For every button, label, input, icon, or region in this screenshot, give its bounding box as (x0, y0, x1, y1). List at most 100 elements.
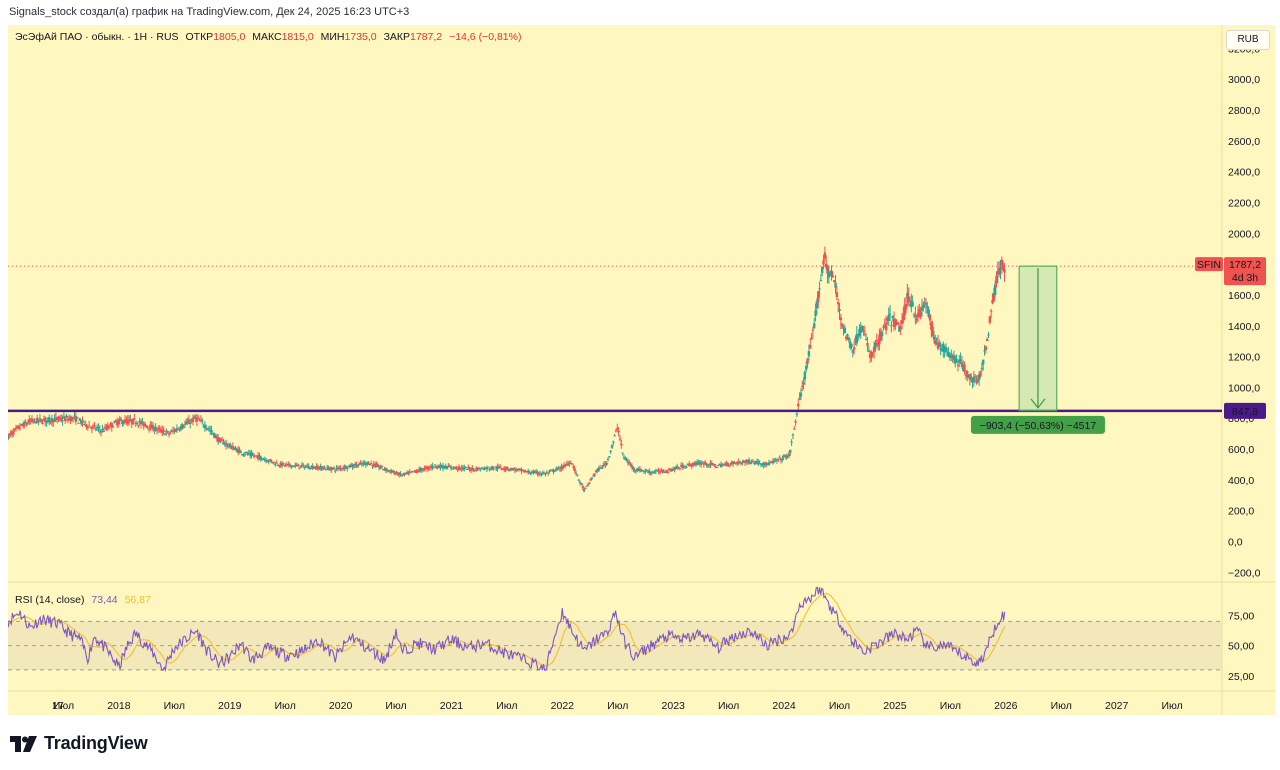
candle-body (550, 470, 554, 472)
candle-body (932, 336, 936, 340)
candle-body (805, 365, 808, 370)
ticker-tag: SFIN (1197, 259, 1221, 271)
candle-body (902, 315, 905, 321)
currency-button[interactable]: RUB (1226, 30, 1270, 50)
price-axis-tick: 200,0 (1228, 506, 1254, 518)
candle-body (955, 358, 958, 363)
candle-body (815, 301, 819, 309)
candle-body (259, 456, 262, 460)
candle-body (714, 466, 717, 468)
time-axis-tick: 2022 (551, 700, 575, 712)
candle-body (715, 467, 719, 469)
measure-label: −903,4 (−50,63%) −4517 (980, 420, 1097, 432)
candle-body (806, 358, 809, 364)
symbol-name[interactable]: ЭсЭфАй ПАО · обыкн. · 1Н · RUS (15, 31, 179, 43)
time-axis-tick: 2018 (107, 700, 131, 712)
candle-body (894, 319, 897, 326)
candle-body (794, 421, 797, 423)
candle-body (463, 467, 466, 470)
candle-body (62, 416, 66, 419)
candle-body (348, 464, 352, 468)
candle-body (205, 427, 208, 429)
candle-body (74, 416, 78, 422)
candle-body (872, 346, 876, 353)
candle-body (421, 469, 425, 471)
candle-body (993, 284, 997, 296)
candle-body (377, 466, 381, 468)
candle-body (988, 316, 992, 323)
candle-body (449, 466, 453, 469)
candle-body (146, 426, 149, 428)
candle-body (258, 455, 261, 458)
time-axis-tick: 2027 (1105, 700, 1129, 712)
candle-body (852, 347, 856, 350)
candle-body (866, 342, 869, 346)
candle-body (222, 441, 225, 445)
candle-body (201, 420, 204, 422)
candle-body (952, 355, 956, 360)
candle-body (388, 469, 392, 471)
candle-body (665, 469, 668, 473)
candle-body (169, 432, 172, 434)
candle-body (906, 292, 909, 298)
candle-body (528, 472, 531, 474)
candle-body (593, 474, 596, 476)
candle-body (220, 440, 224, 442)
candle-body (633, 470, 636, 472)
candle-body (553, 470, 556, 472)
candle-body (405, 472, 409, 474)
candle-body (584, 487, 587, 489)
tradingview-logo[interactable]: TradingView (10, 733, 148, 754)
candle-body (182, 427, 185, 429)
candle-body (868, 353, 872, 358)
candle-body (542, 473, 546, 475)
candle-body (98, 429, 101, 431)
candle-body (556, 467, 559, 469)
candle-body (389, 469, 393, 473)
high-value: 1815,0 (281, 31, 314, 43)
candle-body (346, 467, 349, 469)
candle-body (594, 470, 598, 472)
candle-body (28, 419, 31, 423)
candle-body (18, 427, 22, 429)
chart-frame[interactable] (8, 25, 1275, 715)
candle-body (669, 469, 672, 472)
candle-body (150, 424, 153, 428)
candle-body (980, 367, 984, 369)
candle-body (137, 425, 140, 427)
candle-body (991, 299, 994, 304)
candle-body (777, 459, 780, 461)
candle-body (453, 467, 457, 469)
chart-canvas[interactable]: −200,00,0200,0400,0600,0800,01000,01200,… (8, 25, 1275, 715)
candle-body (8, 434, 10, 440)
candle-body (336, 467, 340, 470)
candle-body (284, 463, 288, 465)
candle-body (392, 470, 396, 473)
candle-body (984, 346, 988, 351)
candle-body (187, 419, 191, 424)
candle-body (922, 304, 925, 309)
candle-body (356, 464, 360, 467)
candle-body (276, 464, 280, 466)
candle-body (790, 441, 793, 443)
candle-body (186, 421, 189, 423)
candle-body (803, 371, 807, 380)
candle-body (775, 459, 779, 461)
candle-body (481, 467, 485, 470)
candle-body (875, 339, 878, 341)
candle-body (489, 468, 493, 470)
support-price-tag: 847,8 (1232, 406, 1258, 418)
candle-body (499, 466, 502, 469)
candle-body (624, 458, 627, 460)
candle-body (552, 469, 555, 473)
candle-body (49, 421, 52, 423)
candle-body (646, 471, 650, 473)
candle-body (396, 474, 400, 476)
candle-body (492, 468, 495, 470)
candle-body (189, 422, 192, 425)
candle-body (723, 463, 727, 465)
candle-body (882, 326, 885, 328)
rsi-name[interactable]: RSI (14, close) (15, 594, 85, 606)
candle-body (936, 342, 940, 349)
time-axis-tick: 2024 (772, 700, 796, 712)
